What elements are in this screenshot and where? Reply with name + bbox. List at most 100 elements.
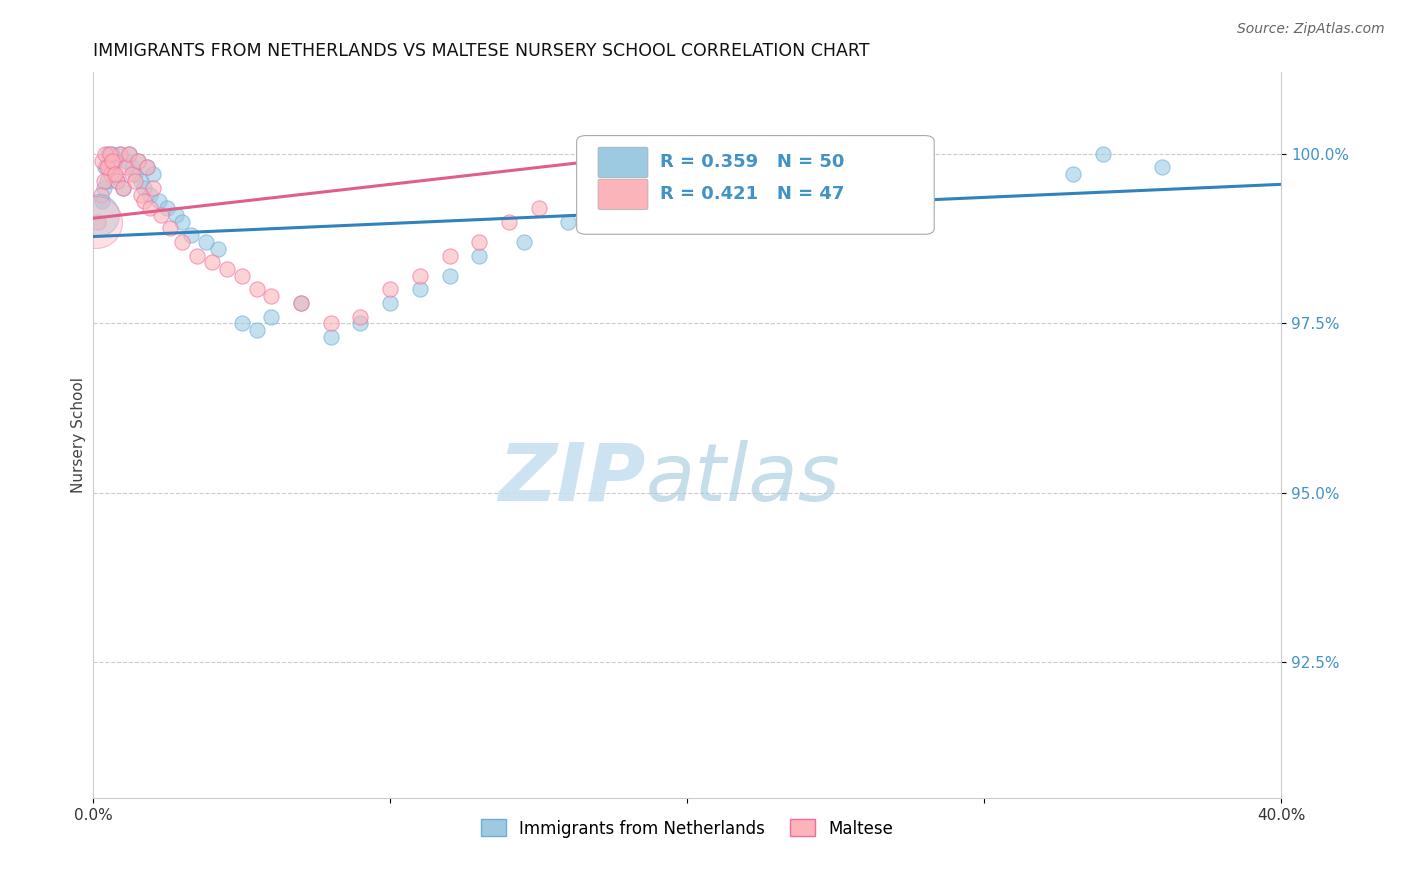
Point <box>409 283 432 297</box>
Point <box>150 208 173 222</box>
Point <box>215 262 238 277</box>
Point <box>557 214 579 228</box>
Point <box>118 146 141 161</box>
Point <box>108 146 131 161</box>
Point <box>231 268 253 283</box>
Point <box>319 317 342 331</box>
Point <box>260 310 283 324</box>
Point <box>735 174 758 188</box>
Legend: Immigrants from Netherlands, Maltese: Immigrants from Netherlands, Maltese <box>474 813 900 844</box>
Point <box>129 174 152 188</box>
Point <box>439 268 461 283</box>
Point <box>616 187 638 202</box>
Point <box>86 214 108 228</box>
Point <box>201 255 224 269</box>
Point <box>1062 167 1084 181</box>
Point <box>104 153 127 168</box>
Point <box>378 296 401 310</box>
Point <box>98 146 121 161</box>
Text: atlas: atlas <box>645 440 841 518</box>
Point <box>101 153 124 168</box>
Point <box>245 323 267 337</box>
Point <box>94 161 117 175</box>
Text: IMMIGRANTS FROM NETHERLANDS VS MALTESE NURSERY SCHOOL CORRELATION CHART: IMMIGRANTS FROM NETHERLANDS VS MALTESE N… <box>93 42 870 60</box>
Point <box>378 283 401 297</box>
Text: R = 0.421   N = 47: R = 0.421 N = 47 <box>659 186 844 203</box>
Point <box>135 161 157 175</box>
Point <box>148 194 170 209</box>
Point <box>115 161 138 175</box>
Point <box>105 174 128 188</box>
Point <box>100 167 122 181</box>
Point <box>100 153 122 168</box>
Point <box>172 235 194 249</box>
Point <box>132 194 155 209</box>
Point <box>1091 146 1114 161</box>
Point <box>824 180 846 194</box>
Point <box>195 235 218 249</box>
Point <box>103 153 125 168</box>
Point <box>138 187 160 202</box>
Point <box>124 167 146 181</box>
Point <box>159 221 181 235</box>
Point <box>824 167 846 181</box>
Point <box>98 161 121 175</box>
Point <box>132 180 155 194</box>
Point <box>207 242 229 256</box>
FancyBboxPatch shape <box>598 147 648 178</box>
Point <box>138 201 160 215</box>
Point <box>91 153 114 168</box>
Point <box>142 167 165 181</box>
Point <box>97 146 120 161</box>
Point <box>111 180 134 194</box>
Point <box>156 201 179 215</box>
Point <box>290 296 312 310</box>
Point <box>96 161 118 175</box>
Point <box>349 317 371 331</box>
Point <box>616 201 638 215</box>
Point <box>101 146 124 161</box>
Point <box>468 235 491 249</box>
Point <box>186 248 208 262</box>
Point <box>349 310 371 324</box>
Point <box>1152 161 1174 175</box>
Point <box>93 180 115 194</box>
Point <box>84 214 107 228</box>
Point <box>124 174 146 188</box>
Point <box>104 167 127 181</box>
Text: ZIP: ZIP <box>498 440 645 518</box>
Point <box>96 174 118 188</box>
Point <box>90 187 112 202</box>
Point <box>142 180 165 194</box>
Point <box>115 153 138 168</box>
Point <box>735 187 758 202</box>
Text: Source: ZipAtlas.com: Source: ZipAtlas.com <box>1237 22 1385 37</box>
Point <box>676 194 699 209</box>
Point <box>245 283 267 297</box>
Point <box>108 146 131 161</box>
Point <box>121 161 143 175</box>
Point <box>118 146 141 161</box>
Point <box>91 194 114 209</box>
Point <box>172 214 194 228</box>
Point <box>914 174 936 188</box>
Point <box>165 208 187 222</box>
Point <box>498 214 520 228</box>
Text: R = 0.359   N = 50: R = 0.359 N = 50 <box>659 153 844 170</box>
Point <box>121 167 143 181</box>
FancyBboxPatch shape <box>598 179 648 210</box>
Point <box>97 161 120 175</box>
Point <box>319 330 342 344</box>
Point <box>111 180 134 194</box>
Y-axis label: Nursery School: Nursery School <box>72 377 86 493</box>
Point <box>129 187 152 202</box>
Point <box>439 248 461 262</box>
Point <box>231 317 253 331</box>
Point <box>180 228 202 243</box>
FancyBboxPatch shape <box>576 136 934 235</box>
Point <box>468 248 491 262</box>
Point <box>135 161 157 175</box>
Point <box>290 296 312 310</box>
Point <box>105 174 128 188</box>
Point <box>409 268 432 283</box>
